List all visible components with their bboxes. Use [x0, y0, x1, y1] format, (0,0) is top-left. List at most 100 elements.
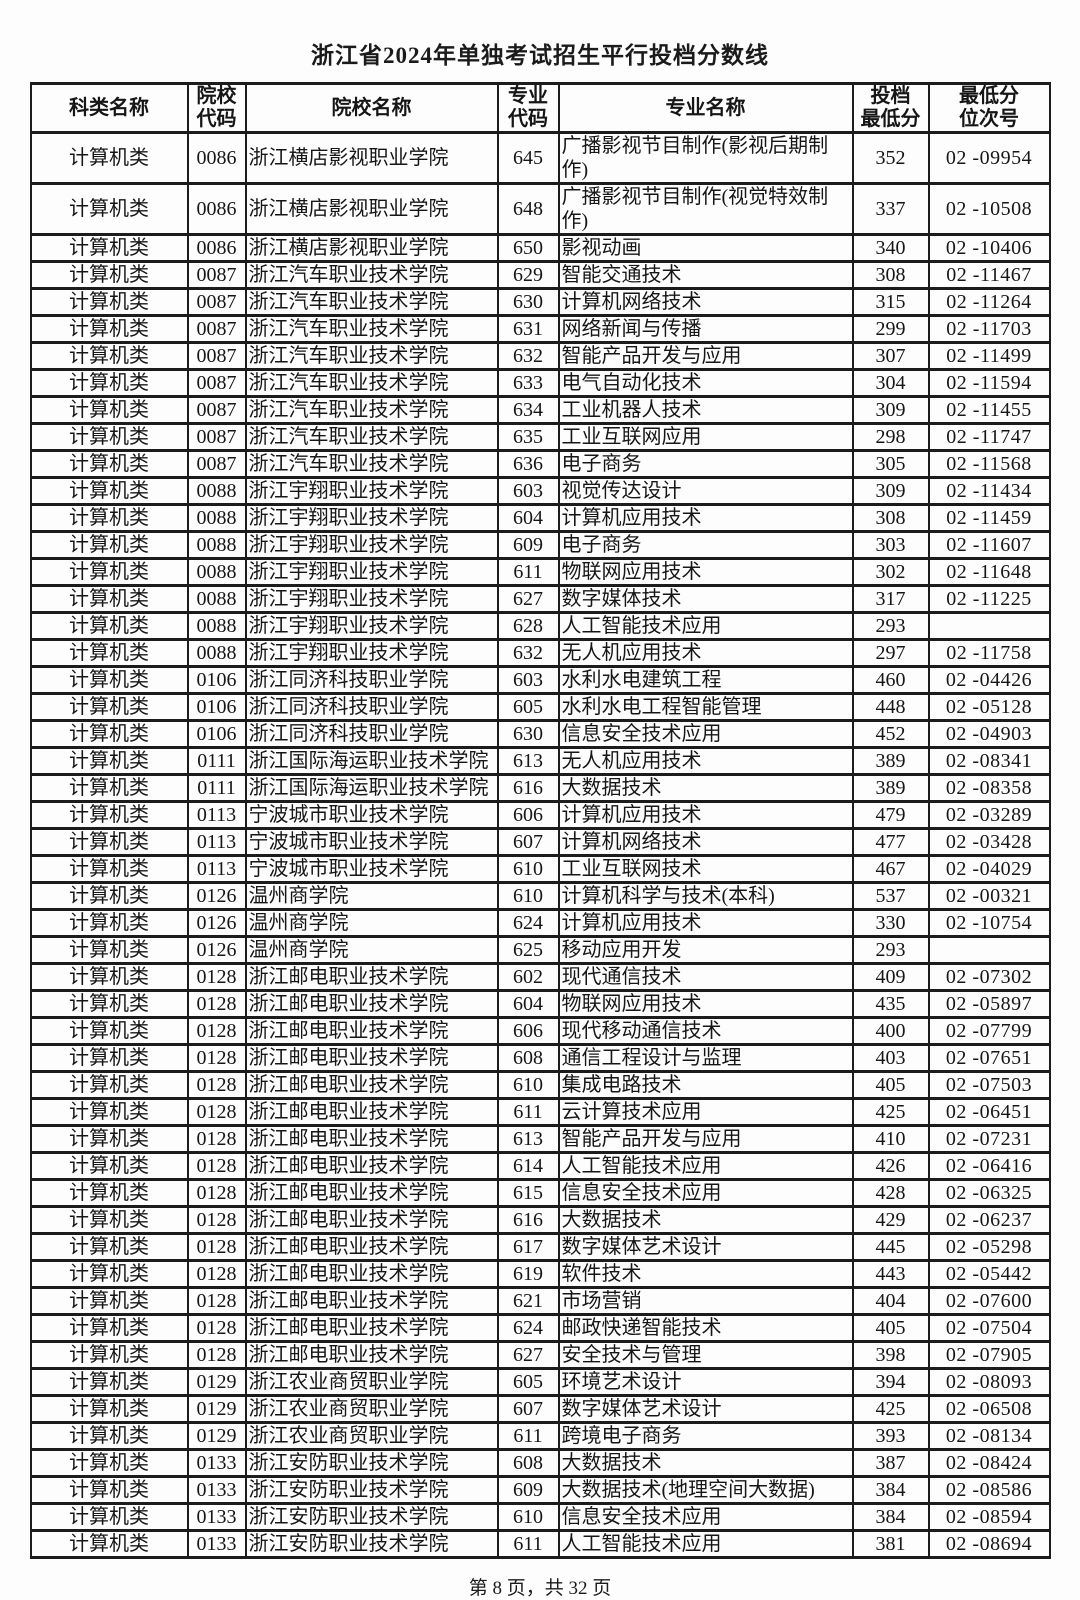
- cell-school-name: 浙江邮电职业技术学院: [244, 1043, 499, 1073]
- cell-major-name: 广播影视节目制作(视觉特效制作): [557, 182, 854, 236]
- cell-category: 计算机类: [29, 881, 189, 911]
- cell-school-name: 浙江同济科技职业学院: [244, 719, 499, 749]
- cell-school-code: 0088: [186, 638, 247, 668]
- cell-min-score: 304: [851, 368, 930, 398]
- cell-school-code: 0128: [186, 1340, 247, 1370]
- cell-major-code: 630: [496, 287, 560, 317]
- cell-school-code: 0126: [186, 935, 247, 965]
- cell-min-score: 428: [851, 1178, 930, 1208]
- cell-school-code: 0086: [186, 131, 247, 185]
- cell-min-score: 384: [851, 1475, 930, 1505]
- cell-major-name: 无人机应用技术: [557, 746, 854, 776]
- cell-school-code: 0088: [186, 611, 247, 641]
- cell-major-name: 网络新闻与传播: [557, 314, 854, 344]
- cell-min-rank: 02 -05897: [927, 989, 1051, 1019]
- cell-min-rank: 02 -11434: [927, 476, 1051, 506]
- cell-major-name: 智能交通技术: [557, 260, 854, 290]
- cell-school-code: 0126: [186, 881, 247, 911]
- cell-min-score: 460: [851, 665, 930, 695]
- cell-min-score: 445: [851, 1232, 930, 1262]
- cell-school-name: 浙江安防职业技术学院: [244, 1448, 499, 1478]
- cell-category: 计算机类: [29, 530, 189, 560]
- cell-major-code: 616: [496, 773, 560, 803]
- cell-major-code: 611: [496, 1529, 560, 1559]
- table-row: 计算机类 0111 浙江国际海运职业技术学院 613 无人机应用技术 389 02 -083…: [29, 746, 1051, 776]
- cell-major-name: 智能产品开发与应用: [557, 341, 854, 371]
- cell-min-rank: 02 -11568: [927, 449, 1051, 479]
- cell-school-code: 0106: [186, 719, 247, 749]
- cell-school-name: 浙江农业商贸职业学院: [244, 1367, 499, 1397]
- table-row: 计算机类 0113 宁波城市职业技术学院 610 工业互联网技术 467 02 -04029: [29, 854, 1051, 884]
- cell-school-code: 0087: [186, 341, 247, 371]
- cell-school-name: 浙江农业商贸职业学院: [244, 1394, 499, 1424]
- cell-category: 计算机类: [29, 800, 189, 830]
- cell-major-name: 信息安全技术应用: [557, 719, 854, 749]
- table-row: 计算机类 0086 浙江横店影视职业学院 645 广播影视节目制作(影视后期制作) 352…: [29, 131, 1051, 185]
- cell-major-name: 人工智能技术应用: [557, 1529, 854, 1559]
- cell-school-name: 宁波城市职业技术学院: [244, 854, 499, 884]
- cell-min-score: 293: [851, 611, 930, 641]
- cell-major-name: 无人机应用技术: [557, 638, 854, 668]
- cell-major-name: 现代移动通信技术: [557, 1016, 854, 1046]
- cell-category: 计算机类: [29, 611, 189, 641]
- cell-major-code: 648: [496, 182, 560, 236]
- cell-school-code: 0128: [186, 1043, 247, 1073]
- cell-category: 计算机类: [29, 1448, 189, 1478]
- cell-category: 计算机类: [29, 182, 189, 236]
- cell-min-rank: 02 -08424: [927, 1448, 1051, 1478]
- cell-major-name: 智能产品开发与应用: [557, 1124, 854, 1154]
- cell-min-score: 303: [851, 530, 930, 560]
- cell-min-rank: 02 -00321: [927, 881, 1051, 911]
- table-row: 计算机类 0087 浙江汽车职业技术学院 636 电子商务 305 02 -11568: [29, 449, 1051, 479]
- cell-school-name: 浙江汽车职业技术学院: [244, 422, 499, 452]
- cell-category: 计算机类: [29, 287, 189, 317]
- cell-category: 计算机类: [29, 746, 189, 776]
- cell-school-name: 浙江邮电职业技术学院: [244, 1340, 499, 1370]
- cell-min-rank: 02 -07504: [927, 1313, 1051, 1343]
- cell-school-code: 0128: [186, 1313, 247, 1343]
- cell-category: 计算机类: [29, 719, 189, 749]
- cell-major-name: 数字媒体艺术设计: [557, 1232, 854, 1262]
- cell-school-name: 浙江邮电职业技术学院: [244, 1151, 499, 1181]
- cell-school-name: 浙江邮电职业技术学院: [244, 1097, 499, 1127]
- cell-major-code: 611: [496, 557, 560, 587]
- cell-major-code: 610: [496, 1070, 560, 1100]
- cell-major-name: 计算机应用技术: [557, 503, 854, 533]
- cell-major-code: 621: [496, 1286, 560, 1316]
- table-row: 计算机类 0133 浙江安防职业技术学院 610 信息安全技术应用 384 02 -0859…: [29, 1502, 1051, 1532]
- cell-major-name: 工业机器人技术: [557, 395, 854, 425]
- cell-min-rank: 02 -08134: [927, 1421, 1051, 1451]
- score-table-header: 科类名称 院校 代码 院校名称 专业 代码 专业名称 投档 最低分 最低分 位次…: [29, 82, 1051, 134]
- cell-major-code: 633: [496, 368, 560, 398]
- cell-major-name: 人工智能技术应用: [557, 611, 854, 641]
- table-row: 计算机类 0126 温州商学院 624 计算机应用技术 330 02 -10754: [29, 908, 1051, 938]
- cell-school-name: 浙江宇翔职业技术学院: [244, 476, 499, 506]
- table-row: 计算机类 0087 浙江汽车职业技术学院 630 计算机网络技术 315 02 -11264: [29, 287, 1051, 317]
- cell-school-name: 浙江邮电职业技术学院: [244, 1124, 499, 1154]
- cell-min-rank: 02 -07503: [927, 1070, 1051, 1100]
- cell-min-score: 403: [851, 1043, 930, 1073]
- cell-min-score: 393: [851, 1421, 930, 1451]
- page-footer: 第 8 页，共 32 页: [468, 1578, 612, 1599]
- cell-major-code: 627: [496, 1340, 560, 1370]
- cell-min-rank: 02 -11225: [927, 584, 1051, 614]
- cell-major-code: 611: [496, 1421, 560, 1451]
- cell-category: 计算机类: [29, 341, 189, 371]
- cell-min-rank: 02 -11459: [927, 503, 1051, 533]
- cell-major-name: 人工智能技术应用: [557, 1151, 854, 1181]
- cell-school-code: 0113: [186, 800, 247, 830]
- cell-major-name: 视觉传达设计: [557, 476, 854, 506]
- cell-min-rank: 02 -11499: [927, 341, 1051, 371]
- cell-school-name: 浙江国际海运职业技术学院: [244, 773, 499, 803]
- cell-min-score: 398: [851, 1340, 930, 1370]
- table-row: 计算机类 0128 浙江邮电职业技术学院 610 集成电路技术 405 02 -07503: [29, 1070, 1051, 1100]
- cell-major-name: 工业互联网技术: [557, 854, 854, 884]
- cell-category: 计算机类: [29, 260, 189, 290]
- cell-major-name: 移动应用开发: [557, 935, 854, 965]
- cell-category: 计算机类: [29, 1043, 189, 1073]
- table-row: 计算机类 0128 浙江邮电职业技术学院 615 信息安全技术应用 428 02 -0632…: [29, 1178, 1051, 1208]
- table-row: 计算机类 0106 浙江同济科技职业学院 605 水利水电工程智能管理 448 02 -05…: [29, 692, 1051, 722]
- cell-school-code: 0128: [186, 1016, 247, 1046]
- cell-min-score: 384: [851, 1502, 930, 1532]
- cell-school-name: 浙江汽车职业技术学院: [244, 260, 499, 290]
